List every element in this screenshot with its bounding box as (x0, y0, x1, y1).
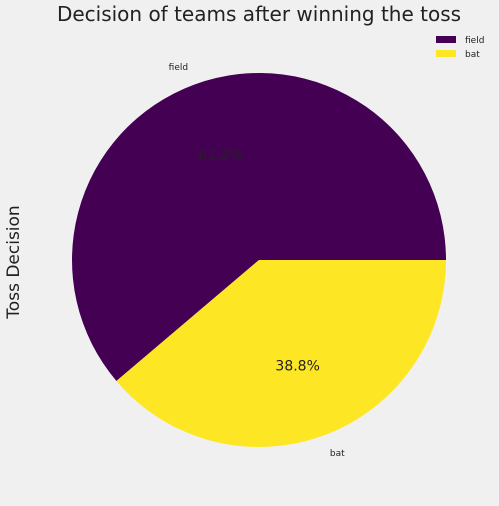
category-label-field: field (169, 63, 188, 73)
legend-label-field: field (465, 36, 484, 46)
pct-label-bat: 38.8% (275, 358, 319, 374)
pie-slice-field (71, 72, 446, 381)
category-label-bat: bat (330, 449, 345, 459)
chart-title: Decision of teams after winning the toss (57, 2, 461, 26)
pie-slice-bat (116, 260, 446, 447)
legend-swatch-field (436, 36, 456, 43)
pie-slices (71, 72, 446, 447)
legend-swatch-bat (436, 50, 456, 57)
y-axis-label: Toss Decision (4, 205, 24, 319)
pct-label-field: 61.2% (198, 148, 242, 164)
legend: field bat (436, 36, 484, 60)
pie-labels: 61.2% field 38.8% bat (169, 63, 345, 459)
legend-label-bat: bat (465, 50, 480, 60)
